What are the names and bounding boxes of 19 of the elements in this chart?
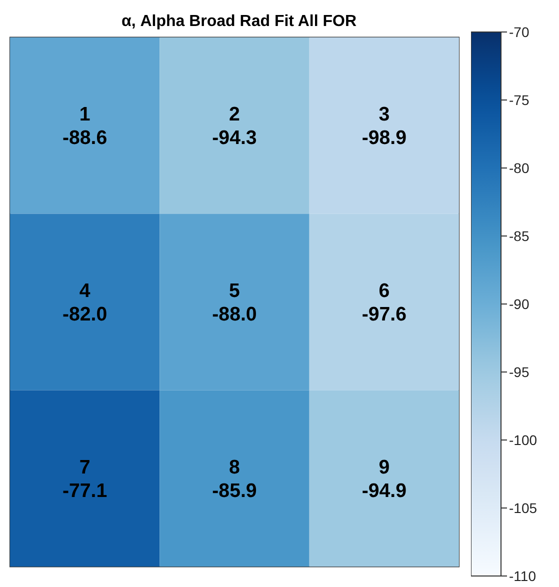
data-label: 4 -82.0 <box>62 280 108 326</box>
color-bar-label: -90 <box>509 296 530 312</box>
data-label: 3 -98.9 <box>362 104 407 150</box>
data-label: 6 -97.6 <box>362 280 407 326</box>
color-bar-label: -85 <box>509 228 530 244</box>
data-label: 7 -77.1 <box>62 456 108 502</box>
data-label: 2 -94.3 <box>212 104 257 150</box>
color-bar-label: -70 <box>509 24 530 40</box>
color-bar-label: -110 <box>509 568 536 584</box>
color-bar-label: -95 <box>509 364 530 380</box>
color-bar-label: -100 <box>509 432 538 448</box>
data-label: 9 -94.9 <box>362 456 407 502</box>
data-label: 5 -88.0 <box>212 280 257 326</box>
color-bar-label: -105 <box>509 500 538 516</box>
chart-title: α, Alpha Broad Rad Fit All FOR <box>120 13 358 30</box>
data-label: 1 -88.6 <box>62 104 108 150</box>
data-label: 8 -85.9 <box>212 456 257 502</box>
color-bar-label: -80 <box>509 160 530 176</box>
color-bar-label: -75 <box>509 92 530 108</box>
